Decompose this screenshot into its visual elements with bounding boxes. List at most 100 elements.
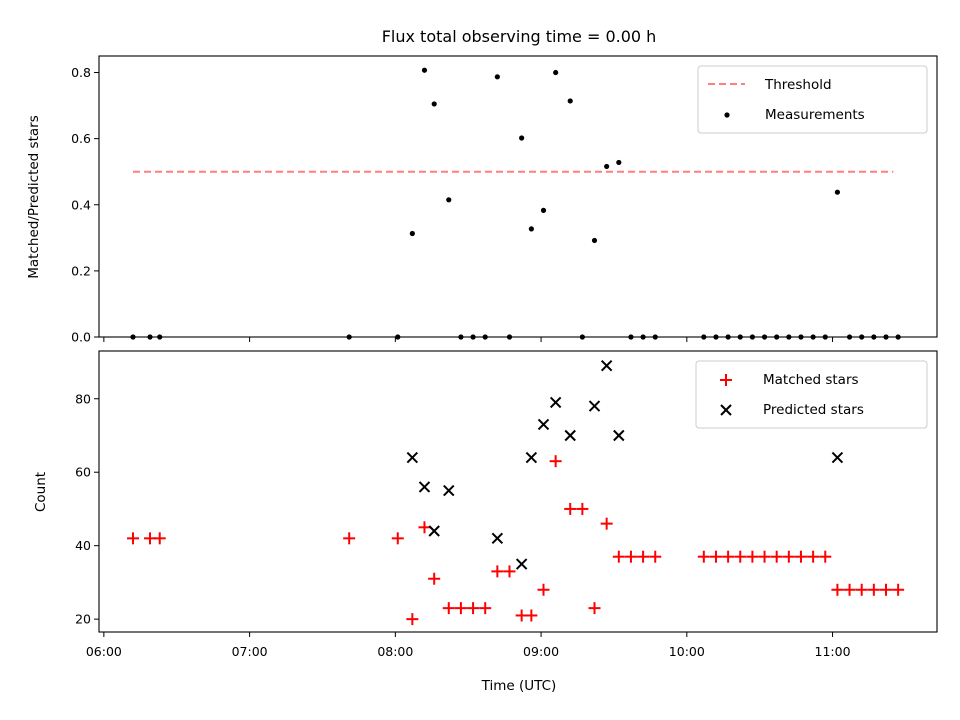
matched-stars-point bbox=[722, 550, 735, 563]
bottom-legend: Matched stars Predicted stars bbox=[695, 360, 928, 429]
matched-stars-point bbox=[537, 583, 550, 596]
matched-stars-point bbox=[153, 532, 166, 545]
matched-stars-point bbox=[892, 583, 905, 596]
matched-stars-point bbox=[758, 550, 771, 563]
top-panel: 0.00.20.40.60.8 Matched/Predicted stars … bbox=[26, 55, 938, 345]
measurement-point bbox=[446, 197, 452, 203]
predicted-stars-point bbox=[525, 451, 538, 464]
measurement-point bbox=[431, 101, 437, 107]
measurement-point bbox=[883, 334, 889, 340]
measurement-point bbox=[749, 334, 755, 340]
measurement-point bbox=[737, 334, 743, 340]
top-legend: Threshold Measurements bbox=[697, 65, 928, 134]
y-tick-label: 0.2 bbox=[71, 263, 91, 278]
predicted-stars-point bbox=[418, 481, 431, 493]
measurement-point bbox=[494, 74, 500, 80]
measurement-point bbox=[652, 334, 658, 340]
bottom-x-axis: 06:00 07:00 08:00 09:00 10:00 11:00 bbox=[86, 632, 851, 659]
bottom-series bbox=[127, 359, 905, 626]
measurement-point bbox=[895, 334, 901, 340]
matched-stars-point bbox=[442, 602, 455, 615]
measurement-point bbox=[482, 334, 488, 340]
y-tick-label: 0.8 bbox=[71, 65, 91, 80]
matched-stars-point bbox=[819, 550, 832, 563]
y-tick-label: 0.4 bbox=[71, 197, 91, 212]
predicted-stars-point bbox=[600, 359, 613, 372]
legend-threshold-label: Threshold bbox=[764, 77, 832, 93]
measurement-point bbox=[157, 334, 163, 340]
matched-stars-point bbox=[576, 502, 589, 515]
matched-stars-point bbox=[770, 550, 783, 563]
measurement-point bbox=[786, 334, 792, 340]
y-tick-label: 20 bbox=[75, 612, 91, 627]
matched-stars-point bbox=[879, 583, 892, 596]
matched-stars-point bbox=[746, 550, 759, 563]
measurement-point bbox=[540, 207, 547, 213]
measurement-point bbox=[346, 334, 352, 340]
matched-stars-point bbox=[855, 583, 868, 596]
measurement-point bbox=[591, 237, 598, 244]
predicted-stars-point bbox=[537, 418, 550, 431]
x-tick-label: 10:00 bbox=[669, 644, 705, 659]
measurement-point bbox=[822, 334, 828, 340]
matched-stars-point bbox=[794, 550, 807, 563]
matched-stars-point bbox=[491, 565, 504, 578]
measurement-point bbox=[616, 159, 622, 166]
legend-matched-label: Matched stars bbox=[763, 372, 859, 388]
measurement-point bbox=[395, 334, 401, 340]
measurement-point bbox=[871, 334, 877, 340]
measurement-point bbox=[553, 69, 559, 76]
measurement-point bbox=[604, 163, 610, 170]
matched-stars-point bbox=[588, 602, 601, 615]
measurement-point bbox=[628, 334, 634, 340]
measurement-point bbox=[458, 334, 464, 340]
predicted-stars-point bbox=[831, 451, 844, 464]
chart-title: Flux total observing time = 0.00 h bbox=[382, 27, 657, 46]
bottom-y-axis-title: Count bbox=[33, 472, 49, 512]
matched-stars-point bbox=[428, 572, 441, 585]
matched-stars-point bbox=[127, 532, 140, 545]
measurement-point bbox=[798, 334, 804, 340]
matched-stars-point bbox=[831, 583, 844, 596]
predicted-stars-point bbox=[613, 429, 625, 442]
top-y-axis-title: Matched/Predicted stars bbox=[26, 115, 42, 278]
matched-stars-point bbox=[479, 602, 492, 615]
measurement-point bbox=[761, 334, 768, 340]
matched-stars-point bbox=[467, 602, 480, 615]
legend-measurements-swatch bbox=[724, 112, 730, 118]
matched-stars-point bbox=[418, 521, 431, 534]
measurement-point bbox=[579, 334, 585, 340]
measurement-point bbox=[130, 334, 136, 340]
bottom-legend-box bbox=[695, 360, 928, 429]
matched-stars-point bbox=[697, 550, 710, 563]
predicted-stars-point bbox=[564, 429, 576, 442]
y-tick-label: 80 bbox=[75, 391, 91, 406]
measurement-point bbox=[567, 98, 573, 104]
matched-stars-point bbox=[600, 517, 613, 530]
top-series bbox=[130, 67, 901, 340]
legend-matched-swatch bbox=[720, 374, 732, 386]
matched-stars-point bbox=[637, 550, 650, 563]
predicted-stars-point bbox=[491, 532, 504, 545]
matched-stars-point bbox=[843, 583, 856, 596]
matched-stars-point bbox=[612, 550, 625, 563]
matched-stars-point bbox=[525, 609, 538, 622]
measurement-point bbox=[846, 334, 853, 340]
measurement-point bbox=[519, 135, 525, 141]
x-axis-title: Time (UTC) bbox=[481, 678, 557, 694]
legend-predicted-swatch bbox=[720, 404, 732, 416]
legend-predicted-label: Predicted stars bbox=[763, 402, 864, 418]
matched-stars-point bbox=[454, 602, 467, 615]
matched-stars-point bbox=[564, 502, 577, 515]
matched-stars-point bbox=[709, 550, 722, 563]
matched-stars-point bbox=[624, 550, 637, 563]
predicted-stars-point bbox=[515, 558, 528, 570]
y-tick-label: 0.0 bbox=[71, 330, 91, 345]
matched-stars-point bbox=[343, 532, 356, 545]
matched-stars-point bbox=[391, 532, 404, 545]
top-plot-frame bbox=[98, 55, 938, 338]
x-tick-label: 07:00 bbox=[232, 644, 268, 659]
y-tick-label: 40 bbox=[75, 538, 91, 553]
